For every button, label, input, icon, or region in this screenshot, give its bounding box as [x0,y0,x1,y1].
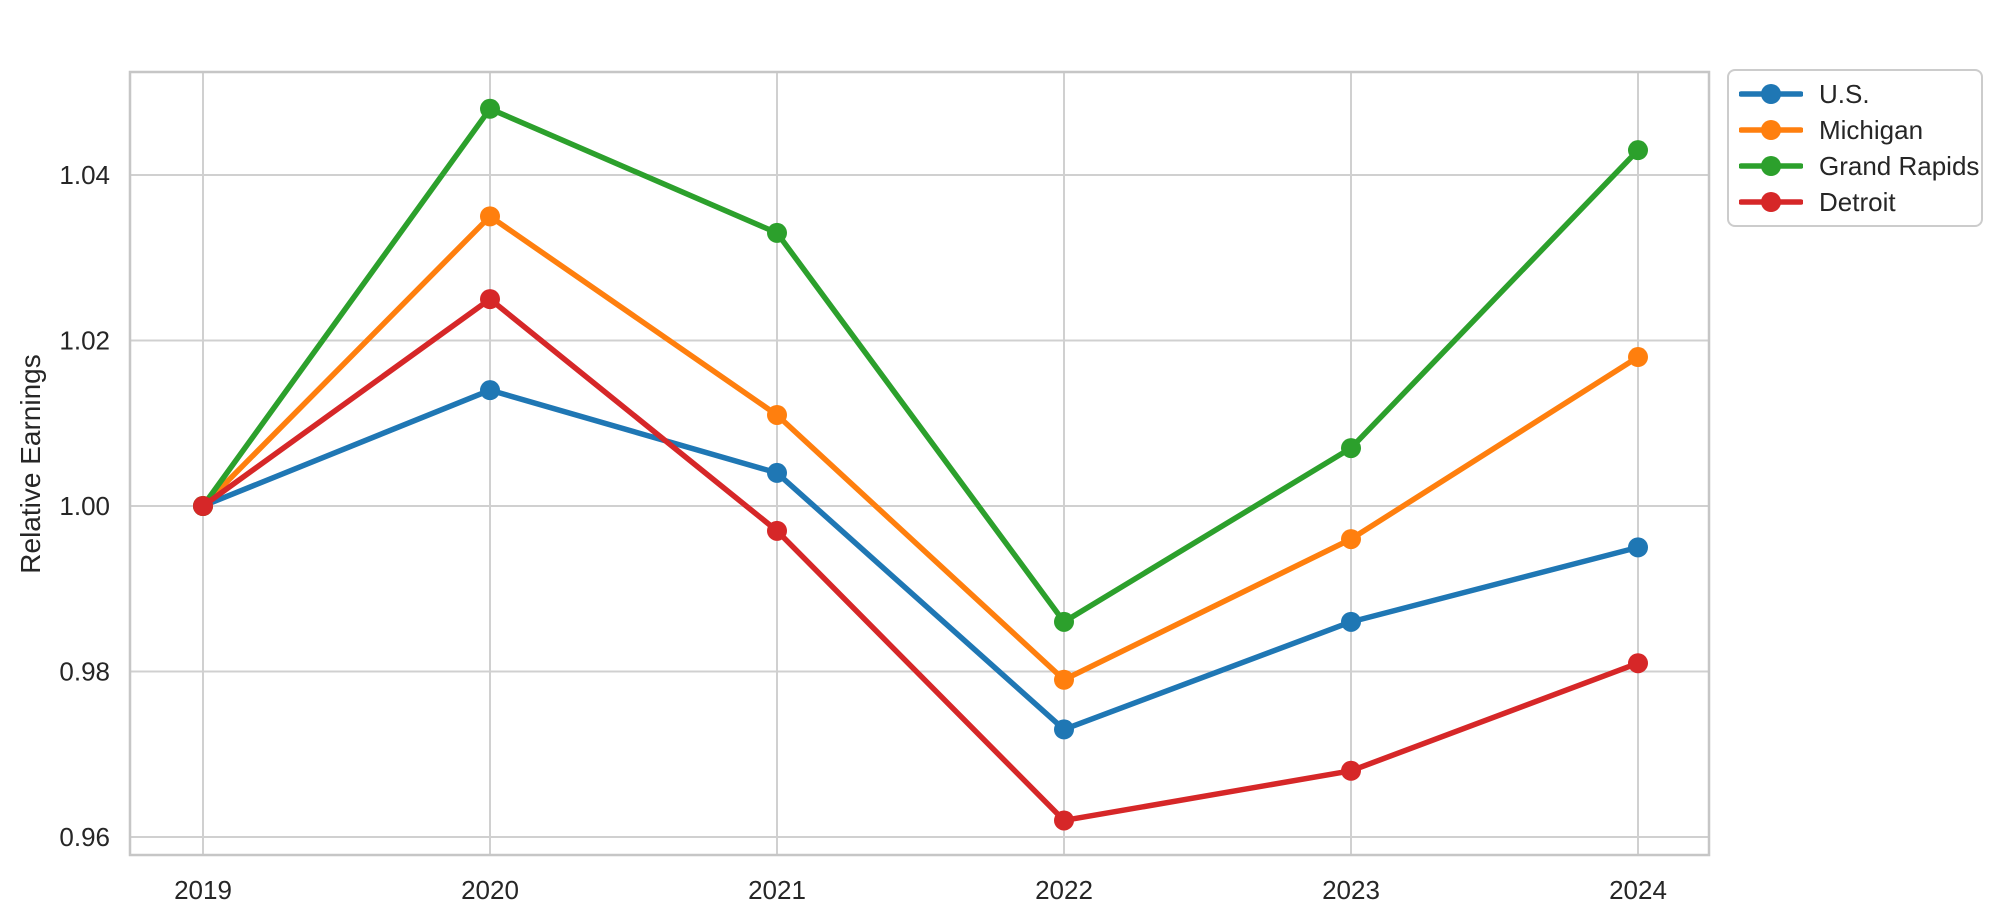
data-point-marker [1054,611,1074,632]
series-grand-rapids [193,98,1648,632]
y-tick-label: 1.02 [59,326,110,356]
x-tick-label: 2019 [174,875,232,905]
data-point-marker [480,98,500,119]
gridlines [130,72,1709,855]
data-point-marker [1341,611,1361,632]
data-point-marker [767,404,787,425]
y-tick-label: 0.98 [59,657,110,687]
x-tick-label: 2020 [461,875,519,905]
data-series [193,98,1648,831]
data-point-marker [1054,669,1074,690]
data-point-marker [1054,810,1074,831]
legend-item-michigan: Michigan [1735,112,1975,148]
y-axis-tick-labels: 0.96 0.98 1.00 1.02 1.04 [59,160,110,852]
legend-line-marker-icon [1739,156,1803,176]
data-point-marker [767,520,787,541]
y-axis-label: Relative Earnings [15,354,46,573]
series-line [200,296,1641,824]
data-point-marker [193,496,213,516]
data-point-marker [1628,537,1648,558]
x-tick-label: 2023 [1322,875,1380,905]
series-line [200,387,1641,733]
data-point-marker [480,206,500,227]
data-point-marker [1628,140,1648,161]
legend-label: Grand Rapids [1819,151,1980,181]
legend-line-marker-icon [1739,84,1803,104]
legend-item-grand-rapids: Grand Rapids [1735,148,1979,184]
data-point-marker [767,462,787,483]
data-point-marker [480,380,500,401]
legend-item-u-s: U.S. [1735,76,1975,112]
x-axis-tick-labels: 2019 2020 2021 2022 2023 2024 [174,875,1667,905]
series-detroit [193,289,1648,831]
plot-border [128,70,1711,857]
data-point-marker [480,289,500,310]
data-point-marker [1628,653,1648,674]
y-tick-label: 1.00 [59,491,110,521]
series-michigan [193,206,1648,690]
y-tick-label: 0.96 [59,822,110,852]
data-point-marker [1628,347,1648,368]
x-tick-label: 2022 [1035,875,1093,905]
legend-label: U.S. [1819,79,1870,109]
data-point-marker [1054,719,1074,740]
legend-label: Detroit [1819,187,1896,217]
legend-item-detroit: Detroit [1735,184,1975,220]
series-line [200,106,1641,625]
legend-label: Michigan [1819,115,1924,145]
legend-line-marker-icon [1739,192,1803,212]
series-line [200,213,1641,683]
legend: U.S. Michigan Grand Rapids Detroit [1727,69,1983,227]
y-tick-label: 1.04 [59,160,110,190]
data-point-marker [1341,760,1361,781]
x-tick-label: 2024 [1609,875,1667,905]
x-tick-label: 2021 [748,875,806,905]
data-point-marker [1341,529,1361,550]
data-point-marker [767,222,787,243]
data-point-marker [1341,438,1361,459]
legend-line-marker-icon [1739,120,1803,140]
series-u-s [193,380,1648,740]
